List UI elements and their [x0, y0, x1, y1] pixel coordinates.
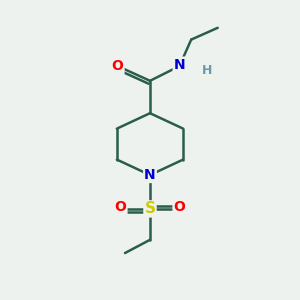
Text: S: S: [145, 201, 155, 216]
Text: O: O: [115, 200, 127, 214]
Text: O: O: [173, 200, 185, 214]
Text: N: N: [174, 58, 185, 72]
Text: O: O: [112, 59, 124, 73]
Text: H: H: [202, 64, 213, 77]
Text: N: N: [144, 168, 156, 182]
